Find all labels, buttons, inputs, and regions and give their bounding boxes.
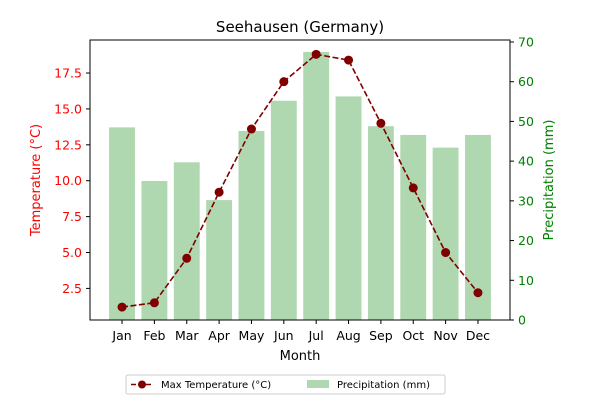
- precip-bar-oct: [400, 135, 426, 320]
- temp-point-dec: [473, 288, 482, 297]
- right-tick-label: 20: [518, 233, 534, 248]
- left-axis-label: Temperature (°C): [29, 124, 44, 237]
- left-axis-ticks: 2.5 5.0 7.5 10.0 12.5 15.0 17.5: [54, 66, 90, 296]
- temp-point-jul: [312, 50, 321, 59]
- right-tick-label: 30: [518, 193, 534, 208]
- x-tick-label-dec: Dec: [466, 328, 490, 343]
- left-tick-label: 2.5: [62, 281, 82, 296]
- right-tick-label: 10: [518, 273, 534, 288]
- right-tick-label: 60: [518, 74, 534, 89]
- chart-title: Seehausen (Germany): [216, 18, 384, 36]
- x-tick-label-mar: Mar: [175, 328, 199, 343]
- temp-point-apr: [215, 188, 224, 197]
- left-tick-label: 5.0: [62, 245, 82, 260]
- temp-point-sep: [376, 119, 385, 128]
- x-tick-label-jan: Jan: [111, 328, 131, 343]
- x-tick-label-apr: Apr: [208, 328, 230, 343]
- right-axis-label: Precipitation (mm): [542, 120, 557, 241]
- temp-point-feb: [150, 298, 159, 307]
- right-axis-ticks: 0 10 20 30 40 50 60 70: [510, 34, 534, 327]
- x-tick-label-sep: Sep: [369, 328, 393, 343]
- x-tick-label-feb: Feb: [143, 328, 165, 343]
- temperature-line: [118, 50, 483, 312]
- temp-point-jan: [118, 303, 127, 312]
- legend-bar-swatch: [307, 380, 329, 388]
- right-tick-label: 0: [518, 313, 526, 328]
- left-tick-label: 7.5: [62, 209, 82, 224]
- precipitation-bars: [109, 52, 491, 320]
- legend-precipitation-label: Precipitation (mm): [337, 380, 430, 391]
- left-tick-label: 17.5: [54, 66, 82, 81]
- precip-bar-jun: [271, 101, 297, 320]
- x-axis-label: Month: [280, 349, 321, 364]
- right-tick-label: 70: [518, 34, 534, 49]
- right-tick-label: 40: [518, 154, 534, 169]
- precip-bar-jul: [303, 52, 329, 320]
- precip-bar-nov: [433, 148, 459, 320]
- temp-point-jun: [279, 77, 288, 86]
- legend: Max Temperature (°C) Precipitation (mm): [126, 375, 445, 394]
- legend-temperature-label: Max Temperature (°C): [161, 380, 271, 391]
- temp-point-mar: [182, 254, 191, 263]
- temp-point-nov: [441, 248, 450, 257]
- x-tick-label-may: May: [239, 328, 265, 343]
- x-tick-label-jun: Jun: [273, 328, 294, 343]
- temp-point-may: [247, 125, 256, 134]
- legend-marker-swatch: [138, 381, 146, 389]
- x-axis-ticks: Jan Feb Mar Apr May Jun Jul Aug Sep Oct Nov Dec: [111, 320, 490, 343]
- temp-point-aug: [344, 56, 353, 65]
- precip-bar-aug: [336, 96, 362, 320]
- x-tick-label-aug: Aug: [336, 328, 360, 343]
- x-tick-label-oct: Oct: [402, 328, 424, 343]
- precip-bar-sep: [368, 126, 394, 320]
- precip-bar-may: [239, 131, 265, 320]
- precip-bar-apr: [206, 200, 232, 320]
- temp-point-oct: [409, 183, 418, 192]
- left-tick-label: 15.0: [54, 101, 82, 116]
- precip-bar-jan: [109, 127, 135, 320]
- left-tick-label: 10.0: [54, 173, 82, 188]
- x-tick-label-jul: Jul: [308, 328, 324, 343]
- x-tick-label-nov: Nov: [433, 328, 458, 343]
- left-tick-label: 12.5: [54, 137, 82, 152]
- right-tick-label: 50: [518, 114, 534, 129]
